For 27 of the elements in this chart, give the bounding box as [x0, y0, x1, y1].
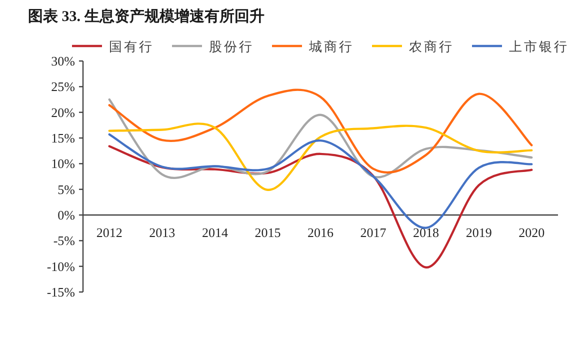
y-tick-label: -5%: [53, 233, 76, 248]
line-series: [108, 133, 533, 229]
y-tick-label: -15%: [46, 284, 76, 300]
y-tick-label: 5%: [58, 182, 76, 197]
y-tick-label: -10%: [46, 258, 76, 274]
x-tick-label: 2020: [518, 225, 545, 240]
x-tick-label: 2014: [202, 225, 228, 240]
x-tick-label: 2019: [466, 225, 492, 240]
y-tick-label: 0%: [58, 208, 76, 222]
x-tick-label: 2015: [254, 225, 281, 240]
y-tick-label: 25%: [51, 79, 76, 94]
x-tick-label: 2013: [149, 225, 176, 240]
x-tick-label: 2018: [413, 225, 440, 240]
legend-label: 城商行: [308, 39, 354, 54]
line-series: [108, 98, 533, 179]
legend-label: 农商行: [409, 39, 454, 54]
x-tick-label: 2012: [96, 225, 122, 240]
legend-label: 国有行: [109, 39, 154, 54]
title: 图表 33. 生息资产规模增速有所回升: [28, 9, 264, 25]
x-tick-label: 2016: [308, 225, 334, 240]
legend-label: 股份行: [209, 39, 254, 54]
legend-label: 上市银行: [509, 39, 569, 54]
y-tick-label: 30%: [51, 54, 76, 68]
y-tick-label: 20%: [51, 104, 76, 120]
y-tick-label: 15%: [51, 130, 76, 146]
y-tick-label: 10%: [51, 156, 76, 172]
x-tick-label: 2017: [360, 225, 387, 240]
